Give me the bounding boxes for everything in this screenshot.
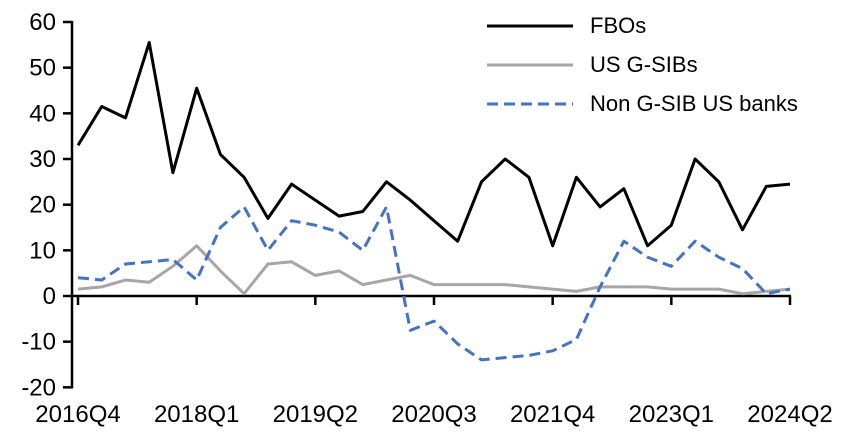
x-tick-label: 2019Q2	[273, 401, 358, 428]
legend-item-fbos: FBOs	[487, 6, 798, 45]
y-tick-label: 50	[29, 55, 56, 82]
dashed-blue-line-icon	[487, 102, 573, 105]
x-tick-label: 2021Q4	[510, 401, 595, 428]
series-line-us-g-sibs	[77, 244, 791, 296]
y-tick-label: 30	[29, 146, 56, 173]
legend-item-us-gsibs: US G-SIBs	[487, 45, 798, 84]
x-tick-label: 2018Q1	[154, 401, 239, 428]
x-tick-label: 2023Q1	[629, 401, 714, 428]
legend-item-non-gsib-us-banks: Non G-SIB US banks	[487, 84, 798, 123]
x-tick-label: 2020Q3	[391, 401, 476, 428]
y-tick-label: 20	[29, 192, 56, 219]
y-tick-label: -20	[21, 374, 56, 401]
solid-black-line-icon	[487, 24, 573, 27]
y-tick-label: 0	[43, 283, 56, 310]
y-tick-label: 10	[29, 237, 56, 264]
legend-label-us-gsibs: US G-SIBs	[590, 51, 698, 77]
y-tick-label: -10	[21, 329, 56, 356]
legend: FBOs US G-SIBs Non G-SIB US banks	[487, 6, 798, 123]
x-tick-label: 2016Q4	[35, 401, 120, 428]
x-tick-label: 2024Q2	[747, 401, 832, 428]
legend-label-fbos: FBOs	[590, 12, 647, 38]
legend-label-non-gsib-us-banks: Non G-SIB US banks	[590, 90, 798, 116]
y-tick-label: 40	[29, 100, 56, 127]
solid-gray-line-icon	[487, 63, 573, 66]
series-line-fbos	[76, 41, 791, 248]
y-tick-label: 60	[29, 9, 56, 36]
series-line-non-g-sib-us-banks	[77, 205, 791, 362]
